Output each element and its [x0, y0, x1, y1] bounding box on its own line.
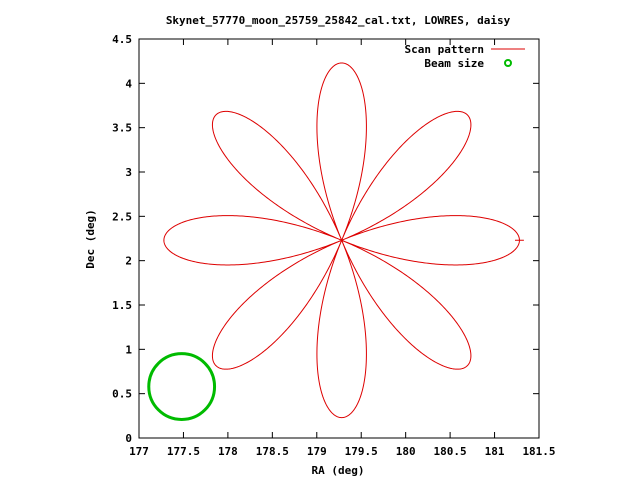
chart-title: Skynet_57770_moon_25759_25842_cal.txt, L… — [166, 14, 511, 27]
x-tick-label: 180.5 — [434, 445, 467, 458]
x-axis-label: RA (deg) — [312, 464, 365, 477]
y-tick-label: 1.5 — [112, 299, 132, 312]
x-tick-label: 179.5 — [345, 445, 378, 458]
y-tick-label: 3 — [125, 166, 132, 179]
scan-pattern-line — [163, 62, 524, 419]
x-tick-label: 181.5 — [522, 445, 555, 458]
y-tick-label: 2.5 — [112, 210, 132, 223]
x-tick-label: 180 — [396, 445, 416, 458]
plot-frame — [138, 38, 540, 439]
y-tick-label: 4.5 — [112, 33, 132, 46]
legend-label-scan-pattern: Scan pattern — [405, 43, 484, 56]
x-axis: 177 177.5 178 178.5 179 179.5 180 180.5 181 181.5 — [129, 39, 556, 458]
x-tick-label: 177 — [129, 445, 149, 458]
x-tick-label: 178 — [218, 445, 238, 458]
x-tick-label: 177.5 — [167, 445, 200, 458]
legend-label-beam-size: Beam size — [424, 57, 484, 70]
legend-swatch-beam-size — [504, 59, 512, 67]
y-axis: 0 0.5 1 1.5 2 2.5 3 3.5 4 4.5 — [112, 33, 539, 445]
y-tick-label: 4 — [125, 77, 132, 90]
y-tick-label: 1 — [125, 343, 132, 356]
y-tick-label: 3.5 — [112, 122, 132, 135]
beam-size-circle — [147, 352, 217, 421]
y-tick-label: 0.5 — [112, 388, 132, 401]
y-axis-label: Dec (deg) — [84, 209, 97, 269]
plot-area — [147, 62, 524, 421]
y-tick-label: 0 — [125, 432, 132, 445]
x-tick-label: 181 — [485, 445, 505, 458]
legend: Scan pattern Beam size — [405, 43, 525, 70]
x-tick-label: 179 — [307, 445, 327, 458]
y-tick-label: 2 — [125, 255, 132, 268]
x-tick-label: 178.5 — [256, 445, 289, 458]
